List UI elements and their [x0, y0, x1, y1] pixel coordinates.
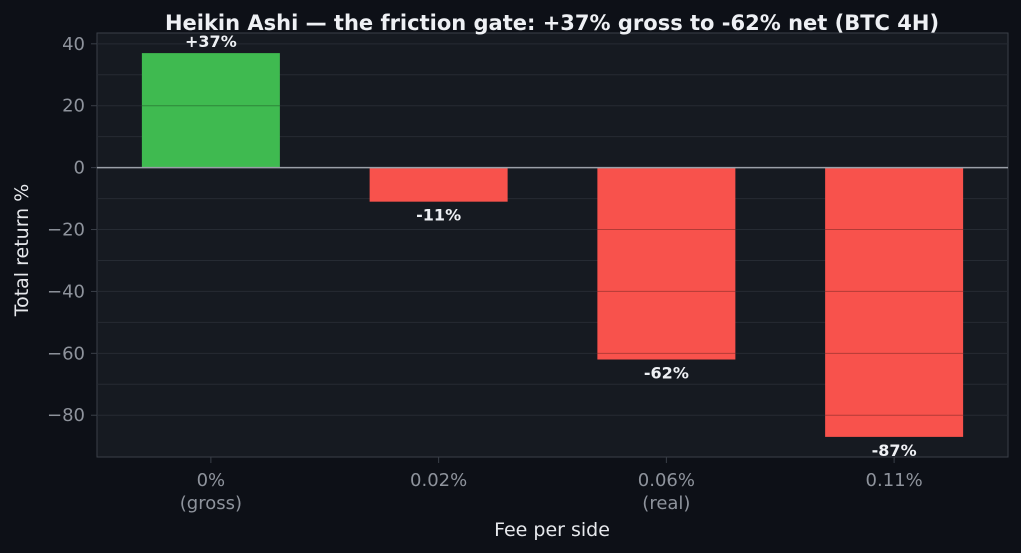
bar: [597, 167, 736, 360]
x-axis: 0%(gross) 0.02% 0.06%(real) 0.11%: [180, 457, 923, 514]
y-tick-label: 0: [74, 158, 85, 179]
y-axis: 40 20 0 −20 −40 −60 −80: [47, 34, 97, 426]
y-tick-label: −80: [47, 405, 85, 426]
data-label: -62%: [644, 364, 689, 383]
y-axis-label: Total return %: [11, 184, 33, 318]
bar: [825, 167, 964, 437]
y-tick-label: −60: [47, 343, 85, 364]
data-label: -87%: [872, 441, 917, 460]
data-labels: +37% -11% -62% -87%: [185, 32, 917, 460]
x-tick-label: 0.06%: [638, 470, 695, 491]
x-tick-label: 0.11%: [866, 470, 923, 491]
data-label: +37%: [185, 32, 237, 51]
data-label: -11%: [416, 206, 461, 225]
y-tick-label: −20: [47, 220, 85, 241]
x-axis-label: Fee per side: [494, 519, 610, 541]
x-tick-label: 0.02%: [410, 470, 467, 491]
x-tick-label: (real): [642, 493, 690, 514]
chart-title: Heikin Ashi — the friction gate: +37% gr…: [165, 11, 939, 35]
bars: [141, 53, 964, 437]
y-tick-label: −40: [47, 281, 85, 302]
x-tick-label: (gross): [180, 493, 242, 514]
bar: [141, 53, 280, 168]
bar: [369, 167, 508, 202]
y-tick-label: 40: [62, 34, 85, 55]
x-tick-label: 0%: [197, 470, 226, 491]
y-tick-label: 20: [62, 96, 85, 117]
